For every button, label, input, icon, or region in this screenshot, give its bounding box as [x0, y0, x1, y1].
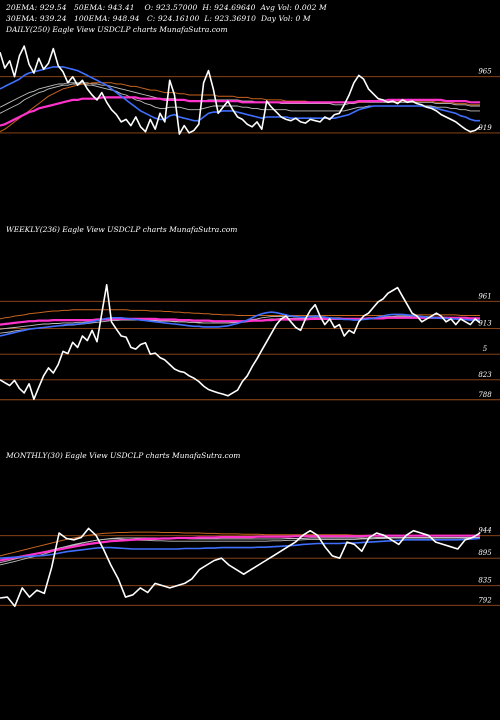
- tick-label: 944: [478, 527, 491, 535]
- series-ema-slow: [0, 534, 480, 562]
- panel-title: WEEKLY(236) Eagle View USDCLP charts Mun…: [6, 225, 237, 234]
- series-ema-grey2: [0, 537, 480, 564]
- series-ema-fast: [0, 537, 481, 559]
- series-price: [0, 283, 481, 401]
- series-ema-orange: [0, 82, 480, 133]
- day-vol-readout: Day Vol: 0 M: [260, 14, 311, 23]
- tick-label: 5: [483, 345, 488, 353]
- panel-2: MONTHLY(30) Eagle View USDCLP charts Mun…: [0, 451, 500, 608]
- tick-label: 919: [478, 124, 492, 132]
- high-readout: H: 924.69640: [202, 3, 256, 12]
- open-readout: O: 923.57000: [144, 3, 198, 12]
- series-ema-fast: [0, 311, 480, 337]
- tick-label: 965: [478, 68, 492, 76]
- series-price: [0, 527, 481, 608]
- tick-label: 895: [478, 549, 492, 557]
- series-ema-slow: [0, 96, 480, 127]
- series-price: [0, 45, 481, 135]
- tick-label: 823: [478, 371, 492, 379]
- ema100-readout: 100EMA: 948.94: [74, 14, 140, 23]
- series-ema-grey1: [0, 83, 480, 114]
- panel-title: DAILY(250) Eagle View USDCLP charts Muna…: [5, 25, 228, 34]
- series-ema-slow: [0, 316, 480, 326]
- panel-1: WEEKLY(236) Eagle View USDCLP charts Mun…: [0, 225, 500, 401]
- ema50-readout: 50EMA: 943.41: [74, 3, 135, 12]
- tick-label: 961: [478, 292, 491, 300]
- panel-0: DAILY(250) Eagle View USDCLP charts Muna…: [0, 25, 500, 135]
- header-row-2: 30EMA: 939.24 100EMA: 948.94 C: 924.1610…: [6, 14, 311, 23]
- ema20-readout: 20EMA: 929.54: [6, 3, 67, 12]
- series-ema-grey1: [0, 537, 480, 566]
- tick-label: 792: [478, 596, 492, 604]
- series-ema-fast: [0, 66, 480, 122]
- low-readout: L: 923.36910: [204, 14, 256, 23]
- tick-label: 835: [478, 577, 492, 585]
- ema30-readout: 30EMA: 939.24: [6, 14, 67, 23]
- avg-vol-readout: Avg Vol: 0.002 M: [260, 3, 327, 12]
- tick-label: 913: [478, 320, 492, 328]
- tick-label: 788: [478, 391, 492, 399]
- close-readout: C: 924.16100: [146, 14, 200, 23]
- panel-title: MONTHLY(30) Eagle View USDCLP charts Mun…: [5, 451, 240, 460]
- header-row-1: 20EMA: 929.54 50EMA: 943.41 O: 923.57000…: [6, 3, 327, 12]
